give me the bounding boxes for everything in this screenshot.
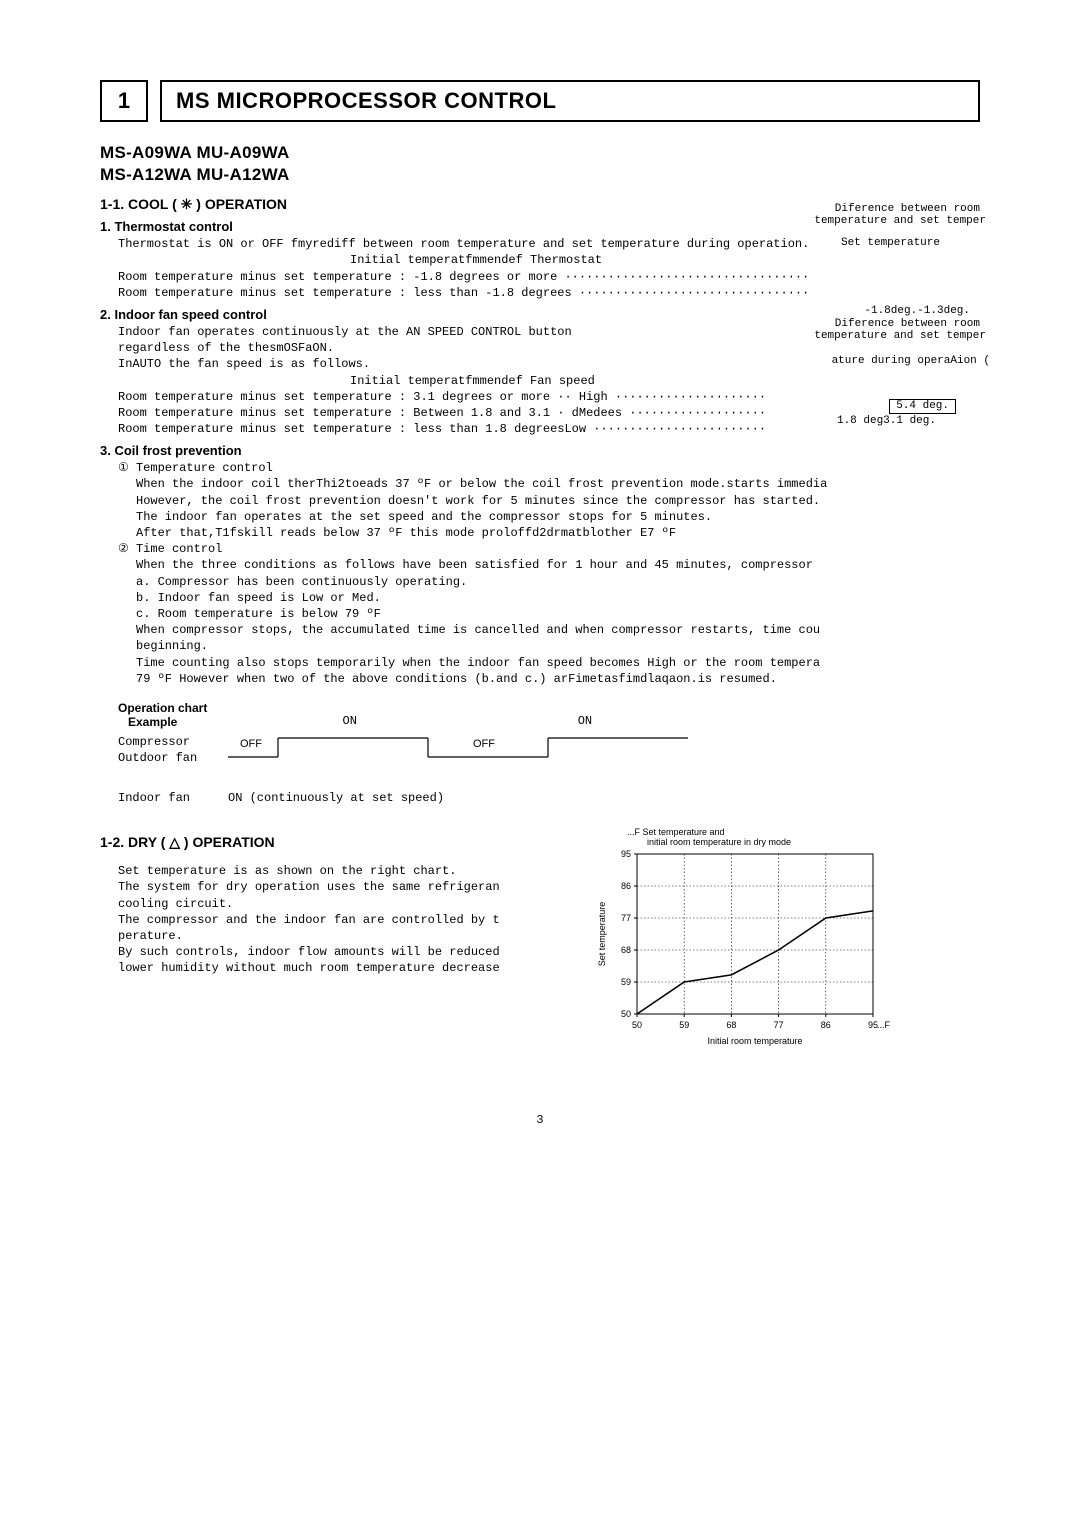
opchart-title1: Operation chart (118, 701, 207, 715)
svg-text:50: 50 (632, 1020, 642, 1030)
heading-coil: 3. Coil frost prevention (100, 443, 980, 458)
opchart-off2: OFF (473, 738, 495, 750)
dry-l7: lower humidity without much room tempera… (100, 960, 573, 976)
model-line-1: MS-A09WA MU-A09WA (100, 142, 980, 164)
thermo-ov-settemp: Set temperature (841, 237, 940, 250)
dry-l5: perature. (100, 928, 573, 944)
dry-chart-title1: Set temperature and (643, 827, 725, 837)
fan-ov-op: ature during operaAion ( (832, 355, 990, 368)
thermostat-l2: Initial temperatfmmendef Thermostat (100, 252, 980, 268)
fan-ov-range: -1.8deg.-1.3deg. (864, 305, 970, 318)
coil-tc-head: ① Temperature control (100, 460, 980, 476)
heading-dry: 1-2. DRY ( △ ) OPERATION (100, 834, 573, 851)
dry-l6: By such controls, indoor flow amounts wi… (100, 944, 573, 960)
doc-title: MS MICROPROCESSOR CONTROL (176, 88, 556, 114)
fan-l4: Room temperature minus set temperature :… (100, 389, 980, 405)
svg-text:...F: ...F (877, 1020, 891, 1030)
opchart-outdoor: Outdoor fan (118, 750, 228, 766)
doc-header: 1 MS MICROPROCESSOR CONTROL (100, 80, 980, 122)
opchart-on-2: ON (578, 713, 592, 729)
svg-text:68: 68 (621, 945, 631, 955)
opchart-compressor: Compressor (118, 734, 228, 750)
svg-text:50: 50 (621, 1009, 631, 1019)
operation-chart: Operation chart Example ON ON Compressor… (118, 701, 980, 806)
dry-section: 1-2. DRY ( △ ) OPERATION Set temperature… (100, 828, 980, 1053)
model-line-2: MS-A12WA MU-A12WA (100, 164, 980, 186)
coil-tc-l2: However, the coil frost prevention doesn… (100, 493, 980, 509)
dry-chart-title2: initial room temperature in dry mode (647, 837, 791, 847)
thermostat-l4: Room temperature minus set temperature :… (100, 285, 980, 301)
dry-l4: The compressor and the indoor fan are co… (100, 912, 573, 928)
coil-time-l1: When the three conditions as follows hav… (100, 557, 980, 573)
coil-time-head: ② Time control (100, 541, 980, 557)
fan-ov-54: 5.4 deg. (889, 399, 956, 414)
fan-l3b: Initial temperatfmmendef Fan speed (100, 373, 980, 389)
svg-text:68: 68 (726, 1020, 736, 1030)
coil-tc-l4: After that,T1fskill reads below 37 ºF th… (100, 525, 980, 541)
thermostat-l3: Room temperature minus set temperature :… (100, 269, 980, 285)
dry-l1: Set temperature is as shown on the right… (100, 863, 573, 879)
coil-block: 3. Coil frost prevention ① Temperature c… (100, 443, 980, 687)
svg-text:86: 86 (621, 881, 631, 891)
fan-block: 2. Indoor fan speed control Indoor fan o… (100, 307, 980, 437)
opchart-indoor-note: ON (continuously at set speed) (228, 790, 444, 806)
opchart-timeline: OFF OFF (228, 735, 688, 765)
coil-time-l7: Time counting also stops temporarily whe… (100, 655, 980, 671)
coil-time-l3: b. Indoor fan speed is Low or Med. (100, 590, 980, 606)
opchart-off1: OFF (240, 738, 262, 750)
svg-text:Set temperature: Set temperature (597, 902, 607, 967)
opchart-title2: Example (118, 715, 207, 729)
svg-text:59: 59 (679, 1020, 689, 1030)
coil-tc-l1: When the indoor coil therThi2toeads 37 º… (100, 476, 980, 492)
fan-ov-temp: temperature and set temper (814, 330, 986, 343)
section-number: 1 (118, 88, 130, 114)
section-number-box: 1 (100, 80, 148, 122)
coil-time-l4: c. Room temperature is below 79 ºF (100, 606, 980, 622)
svg-text:59: 59 (621, 977, 631, 987)
page-number: 3 (100, 1113, 980, 1127)
svg-text:Initial room temperature: Initial room temperature (707, 1036, 802, 1046)
coil-time-l6: beginning. (100, 638, 980, 654)
thermostat-block: 1. Thermostat control Thermostat is ON o… (100, 219, 980, 301)
svg-text:95: 95 (621, 849, 631, 859)
coil-time-l8: 79 ºF However when two of the above cond… (100, 671, 980, 687)
dry-l3: cooling circuit. (100, 896, 573, 912)
doc-title-box: MS MICROPROCESSOR CONTROL (160, 80, 980, 122)
fan-ov-18: 1.8 deg3.1 deg. (837, 415, 936, 428)
coil-time-l5: When compressor stops, the accumulated t… (100, 622, 980, 638)
coil-tc-l3: The indoor fan operates at the set speed… (100, 509, 980, 525)
opchart-on-1: ON (343, 713, 357, 729)
svg-text:77: 77 (774, 1020, 784, 1030)
opchart-indoor: Indoor fan (118, 790, 228, 806)
thermo-ov-temp: temperature and set temper (814, 215, 986, 228)
dry-chart: 505968778695505968778695Initial room tem… (593, 848, 893, 1048)
model-lines: MS-A09WA MU-A09WA MS-A12WA MU-A12WA (100, 142, 980, 186)
svg-text:77: 77 (621, 913, 631, 923)
coil-time-l2: a. Compressor has been continuously oper… (100, 574, 980, 590)
svg-text:86: 86 (821, 1020, 831, 1030)
dry-l2: The system for dry operation uses the sa… (100, 879, 573, 895)
